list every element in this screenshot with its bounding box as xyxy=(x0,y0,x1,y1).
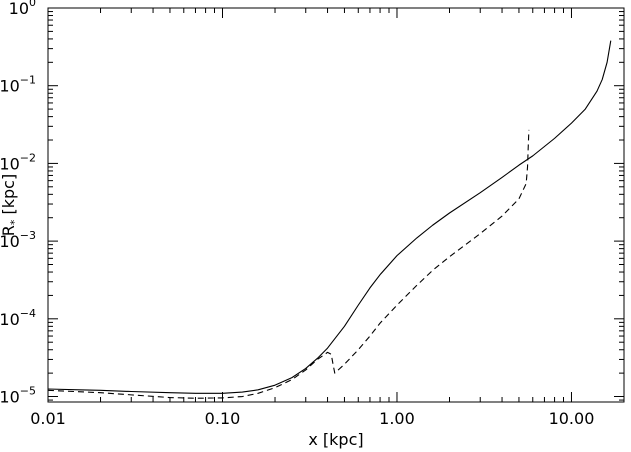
x-axis-label: x [kpc] xyxy=(308,430,363,449)
y-tick-labels: 10−5 10−4 10−3 10−2 10−1 100 xyxy=(0,0,36,407)
tick-marks xyxy=(47,7,625,402)
series-dashed-line xyxy=(47,129,530,399)
svg-text:R* [kpc]: R* [kpc] xyxy=(0,174,21,236)
y-axis-label-main: R xyxy=(0,225,18,236)
y-axis-label-sub: * xyxy=(8,219,21,225)
x-tick-label: 0.10 xyxy=(205,409,241,428)
y-tick-label: 10−1 xyxy=(0,74,36,96)
series-lines xyxy=(47,40,612,399)
x-tick-label: 10.00 xyxy=(549,409,595,428)
y-tick-label: 10−5 xyxy=(0,385,36,407)
y-axis-label-rest: [kpc] xyxy=(0,174,18,220)
plot-frame xyxy=(47,7,625,403)
x-tick-label: 0.01 xyxy=(30,409,66,428)
y-axis-label-group: R* [kpc] xyxy=(0,174,21,236)
x-tick-labels: 0.01 0.10 1.00 10.00 xyxy=(30,409,594,428)
series-solid-line xyxy=(47,40,612,394)
y-tick-label: 10−3 xyxy=(0,229,36,251)
y-tick-label: 10−2 xyxy=(0,151,36,173)
y-tick-label: 10−4 xyxy=(0,307,36,329)
y-tick-label: 100 xyxy=(9,0,36,18)
x-tick-label: 1.00 xyxy=(379,409,415,428)
